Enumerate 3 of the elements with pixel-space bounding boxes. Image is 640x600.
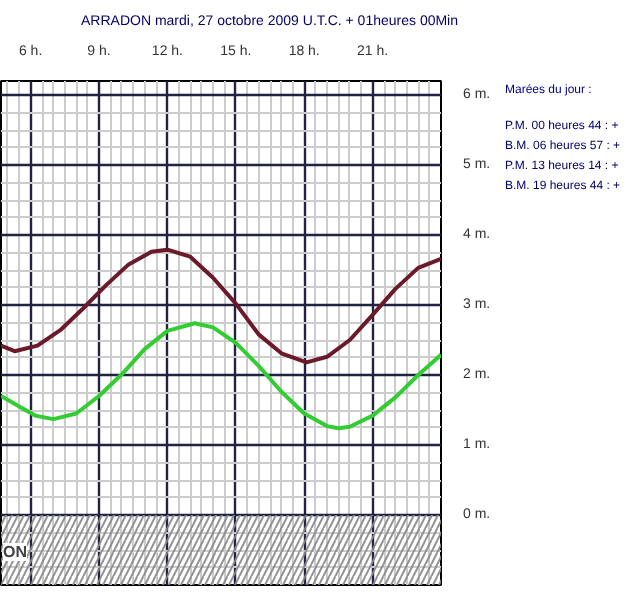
line-series <box>1 321 441 431</box>
annotation: ON <box>3 543 28 561</box>
line-series <box>1 247 441 365</box>
